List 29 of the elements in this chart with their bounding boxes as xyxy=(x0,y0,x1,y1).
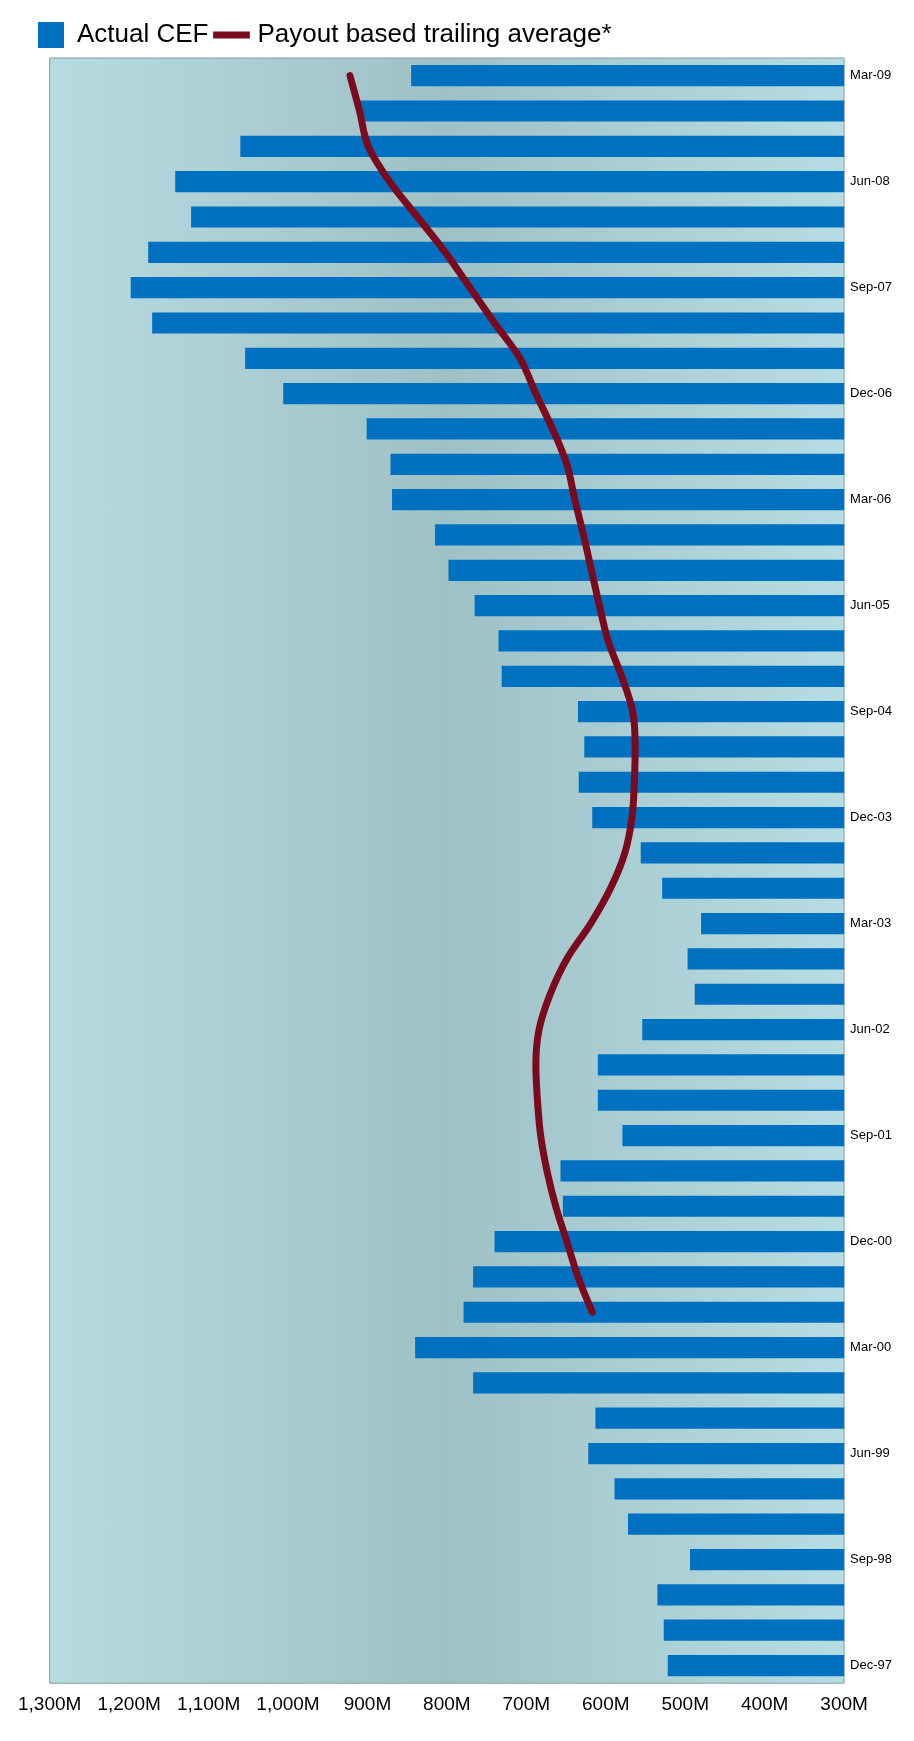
y-tick-label: Dec-00 xyxy=(850,1233,892,1249)
x-tick-label: 1,200M xyxy=(97,1692,161,1714)
y-tick-label: Dec-97 xyxy=(850,1657,892,1673)
y-tick-label: Sep-98 xyxy=(850,1551,892,1567)
x-tick-label: 500M xyxy=(661,1692,709,1714)
x-tick-label: 900M xyxy=(343,1692,392,1714)
x-tick-label: 1,300M xyxy=(18,1692,82,1714)
x-tick-label: 1,100M xyxy=(176,1692,241,1714)
y-tick-label: Mar-00 xyxy=(850,1339,892,1355)
y-tick-label: Sep-01 xyxy=(850,1127,892,1143)
legend-label: Payout based trailing average* xyxy=(257,18,612,49)
y-tick-label: Sep-04 xyxy=(850,703,892,719)
y-tick-label: Jun-05 xyxy=(850,597,890,613)
y-tick-label: Mar-06 xyxy=(850,491,892,507)
legend-label: Actual CEF xyxy=(77,18,209,49)
y-tick-label: Mar-09 xyxy=(850,67,892,83)
y-tick-label: Jun-02 xyxy=(850,1021,890,1037)
x-tick-label: 1,000M xyxy=(256,1692,320,1714)
x-tick-label: 300M xyxy=(820,1692,868,1714)
y-tick-label: Mar-03 xyxy=(850,915,892,931)
x-tick-label: 600M xyxy=(582,1692,630,1714)
y-tick-label: Dec-06 xyxy=(850,385,892,401)
y-tick-label: Jun-99 xyxy=(850,1445,890,1461)
x-tick-label: 700M xyxy=(502,1692,551,1714)
y-tick-label: Dec-03 xyxy=(850,809,892,825)
y-tick-label: Sep-07 xyxy=(850,279,892,295)
x-tick-label: 400M xyxy=(740,1692,789,1714)
x-tick-label: 800M xyxy=(423,1692,471,1714)
y-tick-label: Jun-08 xyxy=(850,173,890,189)
